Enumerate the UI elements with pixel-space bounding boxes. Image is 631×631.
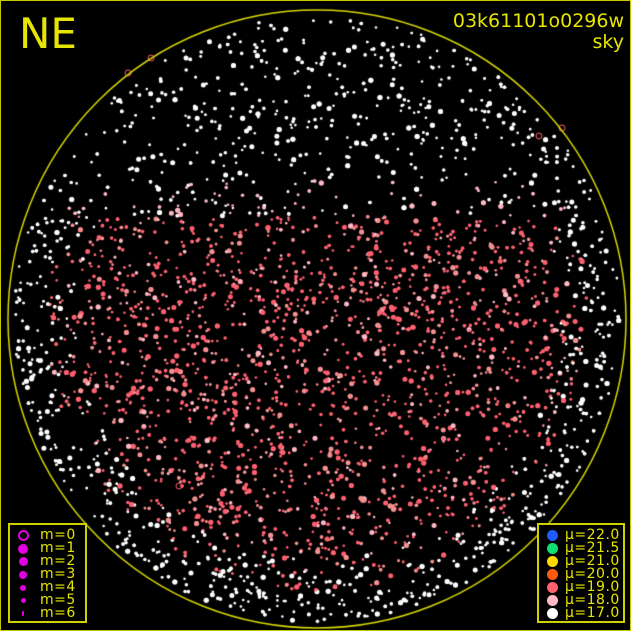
brightness-label: μ=22.0 (565, 527, 620, 543)
color-swatch-icon (543, 608, 561, 619)
magnitude-legend-item: m=4 (10, 579, 85, 595)
magnitude-legend-item: m=2 (10, 553, 85, 569)
brightness-legend-item: μ=17.0 (539, 605, 623, 621)
brightness-legend-item: μ=19.0 (539, 579, 623, 595)
magnitude-label: m=4 (40, 579, 76, 595)
magnitude-label: m=3 (40, 566, 76, 582)
star-size-icon (14, 543, 32, 554)
frame-title: 03k61101o0296w sky (453, 11, 624, 53)
brightness-label: μ=17.0 (565, 605, 620, 621)
magnitude-label: m=1 (40, 540, 76, 556)
magnitude-label: m=6 (40, 605, 76, 621)
frame-mode: sky (592, 31, 624, 53)
color-swatch-icon (543, 543, 561, 554)
magnitude-legend-item: m=1 (10, 540, 85, 556)
magnitude-legend-item: m=3 (10, 566, 85, 582)
magnitude-legend: m=0 m=1 m=2 m=3 m=4 m=5 m=6 (8, 523, 87, 623)
brightness-legend-item: μ=21.0 (539, 553, 623, 569)
brightness-legend: μ=22.0 μ=21.5 μ=21.0 μ=20.0 μ=19.0 μ=18.0 μ=17… (537, 523, 625, 623)
color-swatch-icon (543, 556, 561, 567)
star-size-icon (14, 611, 32, 616)
frame-id: 03k61101o0296w (452, 10, 624, 32)
magnitude-label: m=5 (40, 592, 76, 608)
brightness-legend-item: μ=18.0 (539, 592, 623, 608)
brightness-legend-item: μ=22.0 (539, 527, 623, 543)
star-size-icon (14, 584, 32, 591)
brightness-legend-item: μ=21.5 (539, 540, 623, 556)
star-size-icon (14, 557, 32, 566)
magnitude-legend-item: m=6 (10, 605, 85, 621)
brightness-label: μ=21.5 (565, 540, 620, 556)
magnitude-label: m=2 (40, 553, 76, 569)
star-size-icon (14, 598, 32, 603)
direction-label: NE (19, 9, 77, 58)
magnitude-label: m=0 (40, 527, 76, 543)
color-swatch-icon (543, 595, 561, 606)
star-size-icon (14, 530, 32, 541)
brightness-label: μ=20.0 (565, 566, 620, 582)
star-size-icon (14, 570, 32, 579)
magnitude-legend-item: m=5 (10, 592, 85, 608)
color-swatch-icon (543, 569, 561, 580)
brightness-legend-item: μ=20.0 (539, 566, 623, 582)
magnitude-legend-item: m=0 (10, 527, 85, 543)
color-swatch-icon (543, 582, 561, 593)
brightness-label: μ=18.0 (565, 592, 620, 608)
brightness-label: μ=21.0 (565, 553, 620, 569)
color-swatch-icon (543, 530, 561, 541)
brightness-label: μ=19.0 (565, 579, 620, 595)
